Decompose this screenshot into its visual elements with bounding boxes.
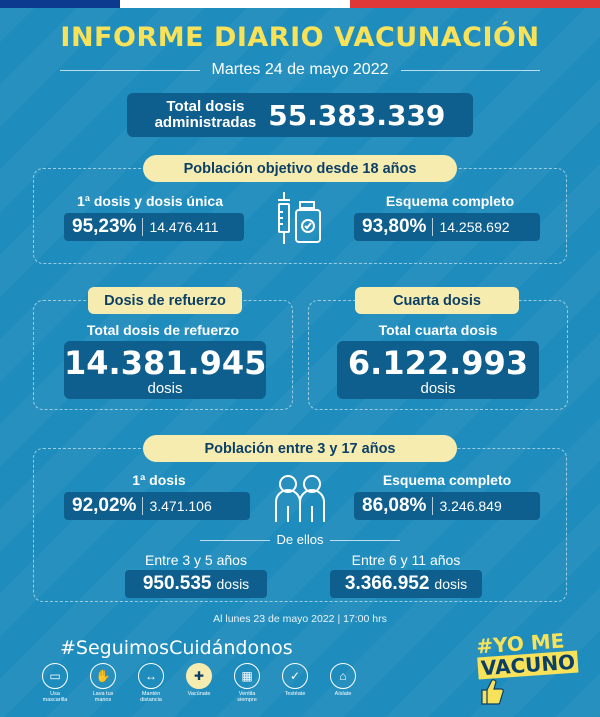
- date-row: Martes 24 de mayo 2022: [60, 60, 540, 80]
- adult-complete-count: 14.258.692: [439, 219, 510, 235]
- window-icon: ▦: [234, 663, 260, 689]
- adult-section-title: Población objetivo desde 18 años: [143, 155, 457, 182]
- booster-title: Dosis de refuerzo: [88, 287, 242, 314]
- fourth-dose-title: Cuarta dosis: [355, 287, 519, 314]
- children-icon: [275, 475, 325, 522]
- age-6-11-box: 3.366.952 dosis: [330, 570, 482, 598]
- care-item-test: ✓ Testéate: [278, 663, 312, 703]
- booster-box: 14.381.945 dosis: [64, 341, 266, 399]
- fourth-dose-value: 6.122.993: [347, 344, 529, 382]
- care-row: ▭ Usa mascarilla ✋ Lava tus manos ↔ Mant…: [38, 663, 360, 703]
- total-doses-label: Total dosis administradas: [154, 98, 257, 131]
- age-3-5-value: 950.535: [142, 573, 212, 594]
- care-item-distance: ↔ Mantén distancia: [134, 663, 168, 703]
- age-3-5-label: Entre 3 y 5 años: [145, 552, 247, 568]
- hands-icon: ✋: [90, 663, 116, 689]
- booster-label: Total dosis de refuerzo: [86, 322, 240, 338]
- mask-icon: ▭: [42, 663, 68, 689]
- age-6-11-value: 3.366.952: [344, 573, 430, 594]
- booster-value: 14.381.945: [64, 344, 267, 382]
- fourth-dose-box: 6.122.993 dosis: [337, 341, 539, 399]
- total-doses-box: Total dosis administradas 55.383.339: [127, 93, 473, 137]
- adult-first-dose-count: 14.476.411: [149, 219, 219, 235]
- fourth-dose-unit: dosis: [420, 380, 456, 397]
- care-item-home: ⌂ Aíslate: [326, 663, 360, 703]
- age-6-11-unit: dosis: [434, 576, 468, 592]
- test-icon: ✓: [282, 663, 308, 689]
- adult-first-dose-box: 95,23% 14.476.411: [64, 213, 244, 241]
- kids-complete-box: 86,08% 3.246.849: [354, 492, 540, 520]
- total-doses-value: 55.383.339: [268, 98, 446, 132]
- adult-complete-box: 93,80% 14.258.692: [354, 213, 540, 241]
- kids-complete-pct: 86,08%: [362, 495, 427, 516]
- thumbs-up-icon: [481, 679, 504, 705]
- age-6-11-label: Entre 6 y 11 años: [351, 552, 461, 568]
- booster-unit: dosis: [147, 380, 183, 397]
- care-item-mask: ▭ Usa mascarilla: [38, 663, 72, 703]
- home-icon: ⌂: [330, 663, 356, 689]
- of-them-label: De ellos: [276, 532, 324, 547]
- kids-section-title: Población entre 3 y 17 años: [143, 435, 457, 462]
- age-3-5-box: 950.535 dosis: [125, 570, 267, 598]
- adult-first-dose-pct: 95,23%: [72, 216, 137, 237]
- adult-first-dose-label: 1ª dosis y dosis única: [76, 193, 223, 209]
- adult-complete-label: Esquema completo: [385, 193, 515, 209]
- page-title: INFORME DIARIO VACUNACIÓN: [60, 22, 540, 53]
- footnote: Al lunes 23 de mayo 2022 | 17:00 hrs: [213, 613, 387, 625]
- care-item-vaccine: ✚ Vacúnate: [182, 663, 216, 703]
- kids-first-dose-pct: 92,02%: [72, 495, 137, 516]
- adult-complete-pct: 93,80%: [362, 216, 427, 237]
- care-item-window: ▦ Ventila siempre: [230, 663, 264, 703]
- kids-first-dose-label: 1ª dosis: [132, 472, 186, 488]
- kids-complete-label: Esquema completo: [382, 472, 512, 488]
- kids-first-dose-box: 92,02% 3.471.106: [64, 492, 250, 520]
- kids-complete-count: 3.246.849: [439, 498, 502, 514]
- kids-first-dose-count: 3.471.106: [149, 498, 212, 514]
- vaccine-icon: ✚: [186, 663, 212, 689]
- care-item-hands: ✋ Lava tus manos: [86, 663, 120, 703]
- age-3-5-unit: dosis: [216, 576, 250, 592]
- hashtag: #SeguimosCuidándonos: [60, 637, 293, 659]
- flag-stripe: [0, 0, 600, 8]
- report-date: Martes 24 de mayo 2022: [211, 61, 389, 78]
- fourth-dose-label: Total cuarta dosis: [378, 322, 498, 338]
- divider-right: [330, 540, 400, 541]
- syringe-vial-icon: [278, 192, 321, 244]
- distance-icon: ↔: [138, 663, 164, 689]
- divider-left: [200, 540, 270, 541]
